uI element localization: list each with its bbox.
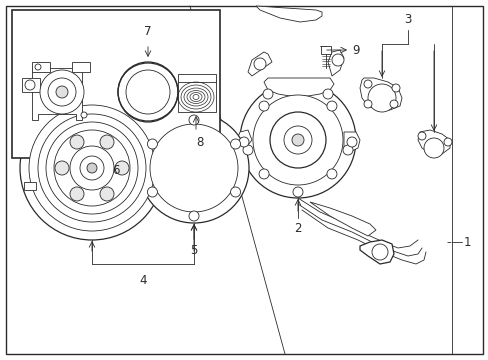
Text: 9: 9 <box>351 44 359 57</box>
Polygon shape <box>343 132 359 152</box>
Circle shape <box>291 134 304 146</box>
Circle shape <box>253 58 265 70</box>
Circle shape <box>100 135 114 149</box>
Circle shape <box>389 100 397 108</box>
Polygon shape <box>236 130 251 152</box>
Circle shape <box>118 62 178 122</box>
Circle shape <box>423 138 443 158</box>
Text: 1: 1 <box>463 235 470 248</box>
Circle shape <box>46 122 138 214</box>
Polygon shape <box>417 130 449 154</box>
Polygon shape <box>247 52 271 76</box>
Circle shape <box>443 138 451 146</box>
Circle shape <box>323 89 332 99</box>
Circle shape <box>48 78 76 106</box>
Circle shape <box>189 115 199 125</box>
Circle shape <box>269 112 325 168</box>
Polygon shape <box>309 202 375 236</box>
Circle shape <box>70 146 114 190</box>
Circle shape <box>391 84 399 92</box>
Circle shape <box>35 64 41 70</box>
Circle shape <box>38 114 146 222</box>
Circle shape <box>292 187 303 197</box>
Circle shape <box>54 130 130 206</box>
Circle shape <box>284 126 311 154</box>
Bar <box>178 74 216 82</box>
Circle shape <box>150 124 238 212</box>
Polygon shape <box>359 240 393 264</box>
Circle shape <box>363 80 371 88</box>
Circle shape <box>100 187 114 201</box>
Polygon shape <box>32 62 50 72</box>
Circle shape <box>363 100 371 108</box>
Circle shape <box>55 161 69 175</box>
Circle shape <box>417 132 425 140</box>
Polygon shape <box>264 78 333 96</box>
Text: 2: 2 <box>294 222 301 235</box>
Bar <box>12 10 220 158</box>
Circle shape <box>139 113 248 223</box>
Text: 3: 3 <box>404 13 411 26</box>
Text: 8: 8 <box>196 136 203 149</box>
Circle shape <box>56 86 68 98</box>
Polygon shape <box>256 6 321 22</box>
Circle shape <box>252 95 342 185</box>
Circle shape <box>70 135 84 149</box>
Circle shape <box>20 96 163 240</box>
Text: 5: 5 <box>190 244 197 257</box>
Circle shape <box>240 82 355 198</box>
Circle shape <box>331 54 343 66</box>
Circle shape <box>230 139 240 149</box>
Circle shape <box>263 89 272 99</box>
Circle shape <box>230 187 240 197</box>
Circle shape <box>239 137 248 147</box>
Circle shape <box>259 169 268 179</box>
Circle shape <box>371 244 387 260</box>
Text: 4: 4 <box>139 274 146 287</box>
Circle shape <box>342 145 352 155</box>
Circle shape <box>29 105 155 231</box>
Circle shape <box>243 145 252 155</box>
Circle shape <box>81 112 87 118</box>
Polygon shape <box>327 50 343 76</box>
Circle shape <box>25 80 35 90</box>
Circle shape <box>87 163 97 173</box>
Bar <box>178 80 216 112</box>
Circle shape <box>346 137 356 147</box>
Polygon shape <box>359 78 401 110</box>
Circle shape <box>80 156 104 180</box>
Text: –: – <box>445 237 450 247</box>
Circle shape <box>115 161 129 175</box>
Circle shape <box>367 84 395 112</box>
Circle shape <box>189 211 199 221</box>
Text: 7: 7 <box>144 25 151 38</box>
Polygon shape <box>72 62 90 72</box>
Circle shape <box>259 101 268 111</box>
Circle shape <box>126 70 170 114</box>
Text: 6: 6 <box>112 164 120 177</box>
Polygon shape <box>320 46 330 54</box>
Circle shape <box>326 101 336 111</box>
Circle shape <box>326 169 336 179</box>
Circle shape <box>147 139 157 149</box>
Polygon shape <box>24 182 36 190</box>
Circle shape <box>40 70 84 114</box>
Polygon shape <box>32 68 82 120</box>
Circle shape <box>147 187 157 197</box>
Polygon shape <box>22 78 40 92</box>
Circle shape <box>70 187 84 201</box>
